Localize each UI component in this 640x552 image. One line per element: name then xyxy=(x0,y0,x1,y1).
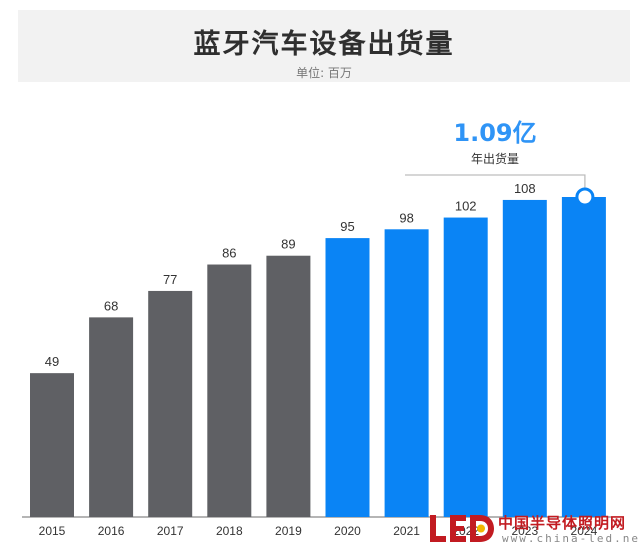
data-label-2017: 77 xyxy=(163,272,177,287)
callout-value: 1.09亿 xyxy=(453,119,537,147)
data-label-2022: 102 xyxy=(455,199,477,214)
data-label-2016: 68 xyxy=(104,298,118,313)
bar-2017 xyxy=(148,290,193,517)
title-band: 蓝牙汽车设备出货量 单位: 百万 xyxy=(18,10,630,82)
bar-2021 xyxy=(384,229,429,517)
bar-2015 xyxy=(30,373,74,517)
callout-label: 年出货量 xyxy=(470,152,519,166)
chart-title: 蓝牙汽车设备出货量 xyxy=(193,29,455,60)
data-label-2015: 49 xyxy=(45,354,59,369)
bar-2016 xyxy=(89,317,134,517)
x-tick-label-2024: 2024 xyxy=(571,524,598,538)
data-label-2019: 89 xyxy=(281,237,295,252)
x-tick-label-2023: 2023 xyxy=(511,524,538,538)
data-label-2020: 95 xyxy=(340,219,354,234)
x-tick-label-2019: 2019 xyxy=(275,524,302,538)
x-tick-label-2018: 2018 xyxy=(216,524,243,538)
bar-2020 xyxy=(325,238,370,517)
x-tick-label-2021: 2021 xyxy=(393,524,420,538)
bar-2023 xyxy=(502,199,547,517)
led-logo-icon xyxy=(430,515,494,542)
data-label-2021: 98 xyxy=(399,210,413,225)
x-tick-label-2016: 2016 xyxy=(98,524,125,538)
data-label-2018: 86 xyxy=(222,246,236,261)
bar-2018 xyxy=(207,264,252,517)
watermark: 中国半导体照明网 www.china-led.net xyxy=(428,510,640,546)
bar-2022 xyxy=(443,217,488,517)
watermark-url: www.china-led.net xyxy=(502,532,640,545)
callout-bracket-line xyxy=(405,174,586,197)
bar-2024 xyxy=(561,197,606,517)
chart-subtitle: 单位: 百万 xyxy=(296,66,352,80)
watermark-brand: 中国半导体照明网 xyxy=(498,514,627,532)
x-tick-label-2020: 2020 xyxy=(334,524,361,538)
data-label-2023: 108 xyxy=(514,181,536,196)
bar-2019 xyxy=(266,255,311,518)
x-tick-label-2015: 2015 xyxy=(39,524,66,538)
x-tick-label-2017: 2017 xyxy=(157,524,184,538)
callout-marker xyxy=(575,187,595,207)
